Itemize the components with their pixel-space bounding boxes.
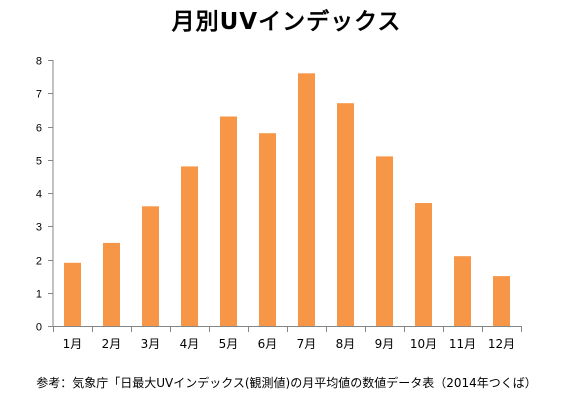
y-tick-label: 1 [36,289,42,301]
x-tick-label: 12月 [488,337,515,351]
y-tick-label: 2 [36,256,42,268]
bar [298,73,315,326]
x-tick-label: 11月 [449,337,476,351]
bar [103,242,120,326]
x-tick-label: 2月 [102,337,122,351]
y-tick-label: 3 [36,222,42,234]
bar [415,203,432,326]
bar [64,262,81,326]
bar [181,166,198,326]
bars [64,73,510,326]
bar [220,116,237,326]
y-tick-label: 0 [36,322,42,334]
x-axis: 1月 2月 3月 4月 5月 6月 7月 8月 9月 10月 11月 12月 [53,326,522,351]
bar [454,256,471,326]
x-tick-label: 4月 [180,337,200,351]
y-tick-label: 7 [36,89,42,101]
y-tick-label: 4 [36,189,42,201]
y-tick-label: 5 [36,156,42,168]
bar [259,133,276,326]
y-axis: 0 1 2 3 4 5 6 7 8 [36,56,54,334]
x-tick-label: 7月 [297,337,317,351]
bar [376,156,393,326]
x-tick-label: 1月 [63,337,83,351]
y-tick-label: 6 [36,123,42,135]
x-tick-label: 9月 [375,337,395,351]
chart-title: 月別UVインデックス [171,9,402,35]
y-tick-label: 8 [36,56,42,68]
x-tick-label: 3月 [141,337,161,351]
bar [337,103,354,326]
source-note: 参考：気象庁「日最大UVインデックス(観測値)の月平均値の数値データ表（2014… [36,376,537,390]
x-tick-label: 5月 [219,337,239,351]
x-tick-label: 6月 [258,337,278,351]
x-tick-label: 10月 [410,337,437,351]
bar [142,206,159,326]
x-tick-label: 8月 [336,337,356,351]
bar [493,276,510,326]
